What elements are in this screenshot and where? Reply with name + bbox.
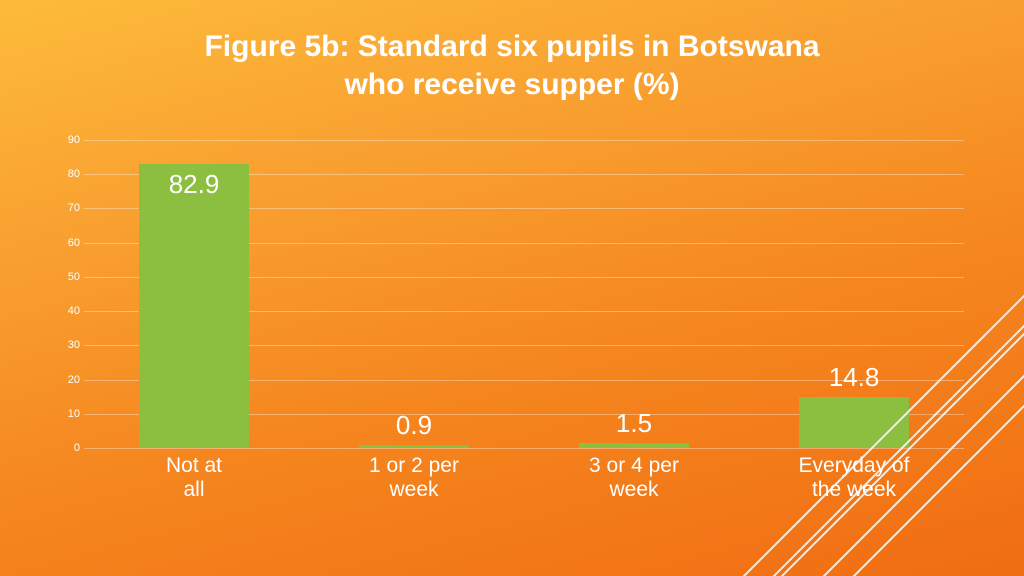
y-tick-label: 90: [60, 134, 80, 146]
y-tick-label: 50: [60, 271, 80, 283]
bars-container: 82.9 0.9 1.5 14.8: [84, 140, 964, 448]
slide: Figure 5b: Standard six pupils in Botswa…: [0, 0, 1024, 576]
y-tick-label: 10: [60, 408, 80, 420]
y-tick-label: 70: [60, 202, 80, 214]
x-axis-label: 3 or 4 perweek: [524, 454, 744, 502]
bar-value-label: 1.5: [616, 408, 652, 439]
bar: [799, 397, 909, 448]
x-axis-label: Not atall: [84, 454, 304, 502]
bar-slot: 1.5: [524, 140, 744, 448]
bar-slot: 14.8: [744, 140, 964, 448]
bar: [139, 164, 249, 448]
bar-chart: 010203040506070809082.90.91.514.8 Not at…: [60, 140, 964, 496]
title-line-2: who receive supper (%): [0, 66, 1024, 104]
y-tick-label: 0: [60, 442, 80, 454]
x-axis-label: Everyday ofthe week: [744, 454, 964, 502]
gridline: [84, 448, 964, 449]
x-axis-label: 1 or 2 perweek: [304, 454, 524, 502]
bar: [359, 445, 469, 448]
y-tick-label: 40: [60, 305, 80, 317]
plot-area: 010203040506070809082.90.91.514.8: [84, 140, 964, 448]
bar-slot: 0.9: [304, 140, 524, 448]
title-line-1: Figure 5b: Standard six pupils in Botswa…: [0, 28, 1024, 66]
y-tick-label: 20: [60, 374, 80, 386]
bar-value-label: 0.9: [396, 410, 432, 441]
x-axis-labels: Not atall1 or 2 perweek3 or 4 perweekEve…: [84, 454, 964, 502]
bar-value-label: 14.8: [829, 362, 880, 393]
chart-title: Figure 5b: Standard six pupils in Botswa…: [0, 28, 1024, 103]
y-tick-label: 80: [60, 168, 80, 180]
bar: [579, 443, 689, 448]
y-tick-label: 60: [60, 237, 80, 249]
bar-slot: 82.9: [84, 140, 304, 448]
bar-value-label: 82.9: [169, 169, 220, 200]
y-tick-label: 30: [60, 339, 80, 351]
